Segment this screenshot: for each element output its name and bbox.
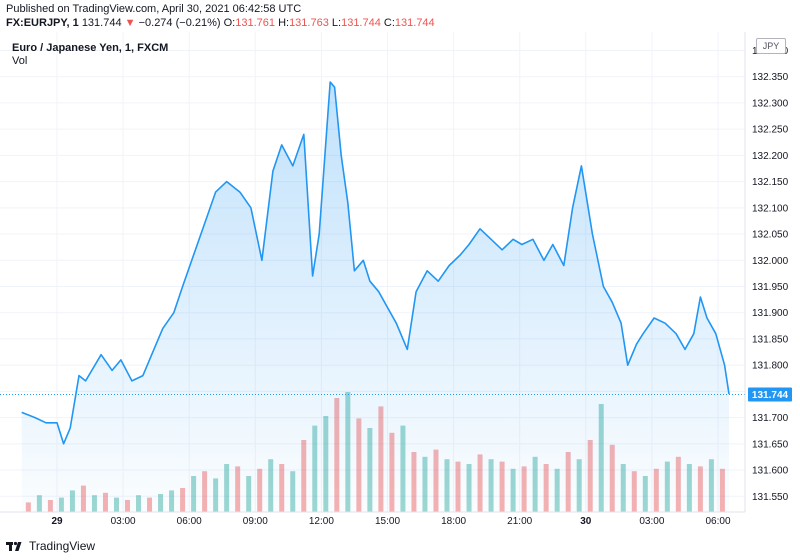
x-tick-label: 03:00 — [639, 516, 664, 527]
y-tick-label: 131.550 — [752, 492, 789, 503]
legend-title: Euro / Japanese Yen, 1, FXCM — [12, 42, 169, 54]
footer-brand-text: TradingView — [29, 539, 96, 553]
price-area — [21, 82, 730, 512]
x-tick-label: 06:00 — [177, 516, 202, 527]
x-tick-label: 09:00 — [243, 516, 268, 527]
x-tick-label: 18:00 — [441, 516, 466, 527]
y-tick-label: 131.650 — [752, 439, 789, 450]
x-tick-label: 03:00 — [111, 516, 136, 527]
y-tick-label: 132.150 — [752, 177, 789, 188]
y-tick-label: 131.950 — [752, 282, 789, 293]
time-axis[interactable]: 29 03:00 06:00 09:00 12:00 15:00 18:00 21:00 30 0… — [51, 516, 731, 527]
x-tick-label: 29 — [51, 516, 63, 527]
legend-volume: Vol — [12, 55, 28, 67]
y-tick-label: 132.200 — [752, 151, 789, 162]
x-tick-label: 12:00 — [309, 516, 334, 527]
y-tick-label: 131.900 — [752, 308, 789, 319]
current-price-label-bg — [748, 387, 792, 402]
price-line — [21, 81, 730, 445]
price-axis[interactable]: 132.400132.350132.300132.250132.200132.1… — [752, 46, 789, 503]
last-price: 131.744 — [81, 17, 122, 29]
y-tick-label: 132.050 — [752, 230, 789, 241]
published-caption: Published on TradingView.com, April 30, … — [6, 3, 302, 15]
y-tick-label: 132.250 — [752, 125, 789, 136]
y-tick-label: 131.700 — [752, 413, 789, 424]
current-price-label: 131.744 — [748, 387, 792, 402]
x-tick-label: 21:00 — [507, 516, 532, 527]
y-tick-label: 132.300 — [752, 98, 789, 109]
y-tick-label: 131.850 — [752, 334, 789, 345]
price-chart[interactable]: 132.400132.350132.300132.250132.200132.1… — [0, 32, 800, 530]
symbol-label[interactable]: FX:EURJPY, 1 — [6, 17, 79, 29]
low-value: 131.744 — [341, 17, 381, 29]
tradingview-logo-icon — [6, 541, 22, 551]
y-tick-label: 131.800 — [752, 361, 789, 372]
x-tick-label: 30 — [580, 516, 592, 527]
open-value: 131.761 — [235, 17, 275, 29]
current-price-label-text: 131.744 — [752, 390, 789, 401]
close-label: C: — [383, 17, 395, 29]
x-tick-label: 06:00 — [705, 516, 730, 527]
low-label: L: — [331, 17, 342, 29]
y-tick-label: 132.350 — [752, 72, 789, 83]
high-value: 131.763 — [289, 17, 329, 29]
y-tick-label: 131.600 — [752, 466, 789, 477]
high-label: H: — [278, 17, 290, 29]
currency-button[interactable]: JPY — [756, 38, 786, 54]
x-tick-label: 15:00 — [375, 516, 400, 527]
change-value: −0.274 (−0.21%) — [138, 17, 221, 29]
down-arrow-icon: ▼ — [124, 17, 136, 29]
y-tick-label: 132.000 — [752, 256, 789, 267]
quote-line: FX:EURJPY, 1 131.744 ▼ −0.274 (−0.21%) O… — [6, 17, 435, 29]
close-value: 131.744 — [394, 17, 435, 29]
open-label: O: — [223, 17, 236, 29]
y-tick-label: 132.100 — [752, 203, 789, 214]
footer-brand[interactable]: TradingView — [6, 539, 95, 553]
